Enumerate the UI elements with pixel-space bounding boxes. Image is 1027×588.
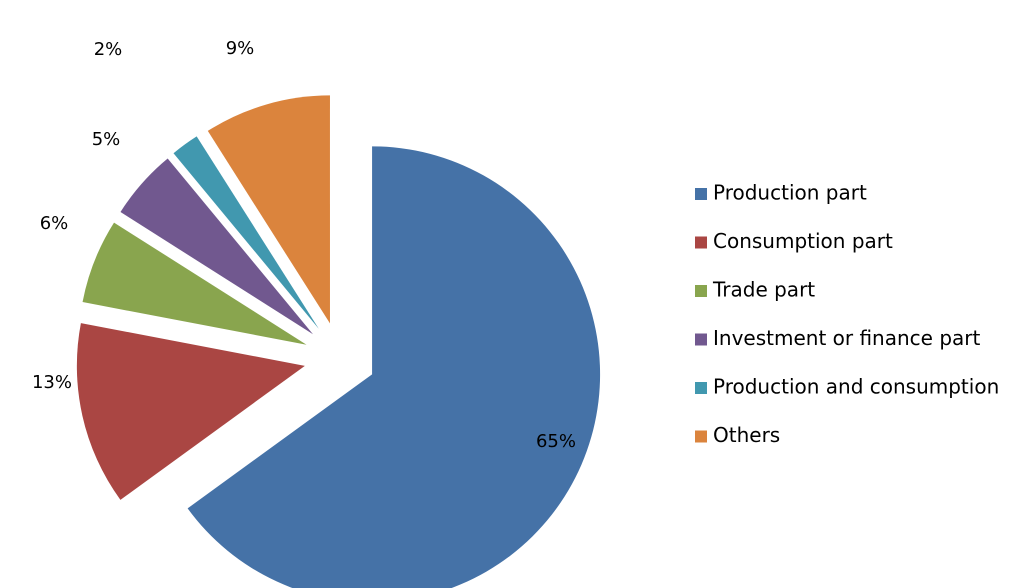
legend-item-consumption-part: Consumption part bbox=[695, 229, 893, 253]
legend-swatch-production-part bbox=[695, 188, 707, 200]
pie-slice-investment-or-finance-part bbox=[120, 158, 313, 335]
pie-slice-trade-part bbox=[82, 222, 307, 345]
slice-label-production-and-consumption: 2% bbox=[94, 39, 123, 60]
slice-label-production-part: 65% bbox=[536, 431, 576, 452]
legend: Production part Consumption part Trade par… bbox=[695, 181, 999, 447]
legend-label-production-and-consumption: Production and consumption bbox=[713, 375, 999, 399]
legend-item-trade-part: Trade part bbox=[695, 278, 815, 302]
pie-slice-labels: 65% 13% 6% 5% 2% 9% bbox=[32, 38, 576, 452]
legend-item-production-and-consumption: Production and consumption bbox=[695, 375, 999, 399]
slice-label-consumption-part: 13% bbox=[32, 372, 72, 393]
pie-slice-consumption-part bbox=[76, 323, 305, 500]
legend-swatch-others bbox=[695, 430, 707, 443]
legend-label-investment-or-finance-part: Investment or finance part bbox=[713, 326, 980, 350]
legend-label-others: Others bbox=[713, 423, 780, 447]
legend-swatch-consumption-part bbox=[695, 236, 707, 249]
legend-swatch-trade-part bbox=[695, 285, 707, 297]
legend-label-trade-part: Trade part bbox=[712, 278, 815, 302]
legend-item-production-part: Production part bbox=[695, 181, 867, 205]
slice-label-others: 9% bbox=[226, 38, 255, 59]
pie-slice-production-and-consumption bbox=[173, 136, 319, 329]
legend-swatch-production-and-consumption bbox=[695, 382, 707, 394]
legend-label-consumption-part: Consumption part bbox=[713, 229, 893, 253]
pie-slice-production-part bbox=[187, 146, 601, 588]
legend-item-investment-or-finance-part: Investment or finance part bbox=[695, 326, 980, 350]
legend-label-production-part: Production part bbox=[713, 181, 867, 205]
slice-label-investment-or-finance-part: 5% bbox=[92, 129, 121, 150]
pie-slices bbox=[76, 95, 601, 588]
legend-swatch-investment-or-finance-part bbox=[695, 333, 707, 346]
slice-label-trade-part: 6% bbox=[40, 213, 69, 234]
pie-slice-others bbox=[207, 95, 330, 324]
legend-item-others: Others bbox=[695, 423, 780, 447]
